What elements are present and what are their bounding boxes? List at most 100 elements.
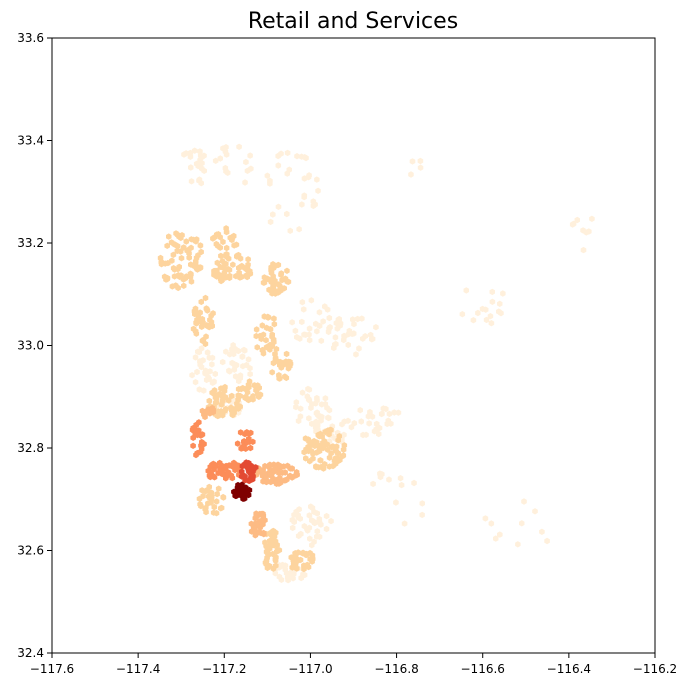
hex-cell: [192, 308, 199, 315]
hex-cell: [306, 415, 312, 422]
hex-cell: [196, 495, 203, 502]
hex-cell: [211, 461, 218, 468]
hex-cell: [273, 529, 279, 536]
hex-cell: [233, 362, 239, 369]
hex-cell: [194, 368, 200, 376]
hex-cell: [313, 464, 319, 471]
hex-cell: [354, 315, 361, 323]
hex-cell: [278, 150, 284, 157]
hex-cell: [488, 520, 495, 527]
hex-cell: [333, 340, 339, 348]
hex-cell: [408, 171, 414, 178]
hex-cell: [222, 407, 228, 414]
hex-cell: [326, 407, 333, 414]
hex-cell: [290, 570, 297, 578]
x-tick-label: −117.4: [116, 662, 160, 676]
hex-cell: [351, 330, 357, 337]
hex-cell: [500, 290, 506, 297]
hex-cell: [340, 446, 347, 453]
hex-cell: [267, 346, 273, 353]
hex-cell: [278, 463, 284, 470]
hex-cell: [243, 489, 249, 496]
hex-cell: [206, 494, 213, 501]
hex-cell: [183, 150, 189, 157]
hex-cell: [223, 228, 230, 236]
hex-cell: [223, 244, 230, 252]
hex-cell: [276, 573, 283, 580]
hex-cell: [334, 449, 341, 457]
hex-cell: [246, 384, 252, 391]
hex-cell: [197, 242, 204, 249]
hex-cell: [359, 315, 365, 322]
chart-title: Retail and Services: [248, 9, 458, 34]
hex-cell: [325, 414, 331, 421]
hex-cell: [317, 457, 324, 464]
hex-cell: [341, 431, 347, 438]
hex-cell: [188, 278, 195, 285]
hex-cell: [247, 370, 253, 378]
hex-cell: [267, 471, 273, 478]
hex-cell: [284, 149, 291, 157]
hex-cell: [229, 392, 235, 400]
hex-cell: [470, 317, 477, 324]
hex-cell: [293, 399, 300, 406]
hex-cell: [358, 418, 364, 425]
hex-cell: [269, 369, 275, 376]
hex-cell: [265, 314, 272, 321]
hex-cell: [348, 424, 355, 431]
hex-cell: [371, 428, 378, 435]
hex-cell: [278, 359, 285, 366]
hex-cell: [201, 152, 207, 159]
hex-cell: [497, 300, 503, 307]
hex-cell: [544, 537, 550, 545]
hex-cell: [198, 323, 205, 330]
hex-cell: [314, 328, 320, 335]
hex-cell: [380, 405, 387, 412]
hex-cell: [282, 566, 288, 573]
hex-cell: [419, 511, 425, 519]
hex-cell: [299, 299, 306, 306]
hex-cell: [278, 364, 285, 371]
hex-cell: [243, 394, 249, 401]
hex-cell: [539, 528, 545, 535]
hex-cell: [233, 241, 240, 248]
hex-cell: [373, 420, 380, 428]
hex-cell: [212, 157, 219, 164]
hex-cell: [198, 502, 204, 510]
x-tick-label: −116.4: [547, 662, 591, 676]
hex-cell: [297, 515, 303, 522]
hex-cell: [351, 420, 358, 427]
x-tick-label: −117.2: [202, 662, 246, 676]
hex-cell: [196, 386, 203, 393]
hex-cell: [313, 320, 319, 327]
hex-cell: [318, 337, 325, 344]
hex-cell: [289, 524, 296, 532]
hex-cell: [267, 218, 274, 226]
hex-cell: [362, 333, 368, 340]
hex-cell: [236, 377, 242, 385]
hex-cell: [272, 354, 279, 362]
hexbin-layer: [157, 143, 595, 584]
hex-cell: [247, 152, 253, 159]
hex-cell: [172, 282, 179, 289]
hex-cell: [417, 164, 424, 171]
hex-cell: [242, 445, 249, 452]
hex-cell: [203, 333, 209, 340]
hex-cell: [309, 420, 315, 427]
hex-cell: [229, 346, 235, 353]
hex-cell: [320, 318, 326, 325]
hex-cell: [294, 565, 300, 572]
hex-cell: [316, 309, 323, 316]
hex-cell: [345, 417, 351, 424]
hex-cell: [306, 386, 313, 393]
hex-cell: [256, 384, 262, 391]
hex-cell: [331, 457, 338, 464]
hex-cell: [298, 574, 304, 582]
hex-cell: [240, 484, 246, 492]
hex-cell: [188, 244, 194, 251]
hex-cell: [300, 549, 306, 556]
hex-cell: [327, 426, 333, 433]
hex-cell: [298, 153, 305, 160]
hex-cell: [370, 480, 376, 488]
hex-cell: [308, 404, 314, 411]
